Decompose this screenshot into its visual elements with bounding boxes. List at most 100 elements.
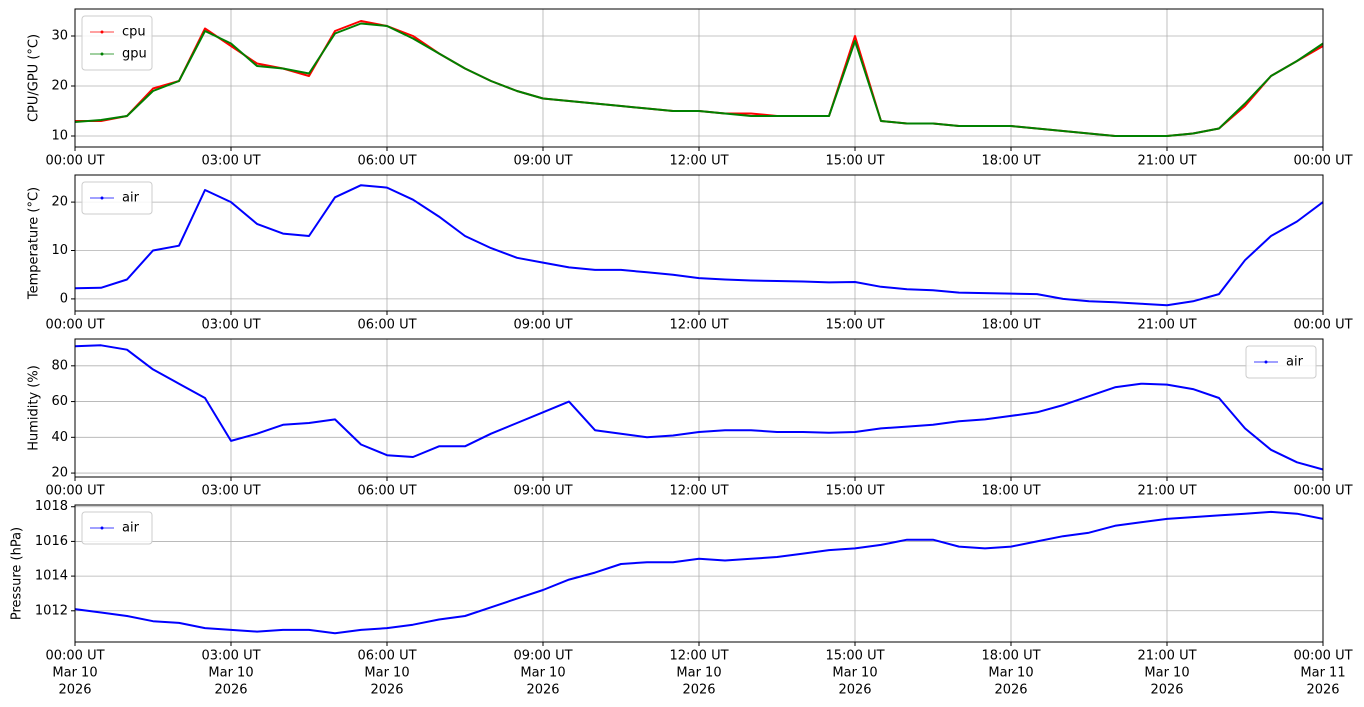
x-tick-label: 06:00 UT [357, 484, 416, 499]
legend-label: air [122, 191, 140, 206]
x-tick-label: 00:00 UT [1293, 318, 1352, 333]
legend: air [81, 181, 153, 215]
legend-marker [100, 30, 104, 34]
legend-box [81, 15, 153, 71]
x-tick-label: 06:00 UT [357, 649, 416, 664]
legend-marker [1264, 360, 1268, 364]
y-axis-label: Humidity (%) [27, 365, 42, 451]
x-tick-label: 18:00 UT [981, 649, 1040, 664]
x-tick-label: 2026 [838, 683, 871, 698]
series-line [74, 510, 1324, 635]
y-tick-label: 20 [51, 79, 68, 94]
x-tick-label: 18:00 UT [981, 484, 1040, 499]
y-tick-label: 1018 [35, 499, 68, 514]
y-tick-label: 10 [51, 129, 68, 144]
plot-frame [74, 174, 1324, 312]
x-tick-label: 00:00 UT [1293, 154, 1352, 169]
x-tick-label: 03:00 UT [201, 318, 260, 333]
x-tick-label: 03:00 UT [201, 154, 260, 169]
legend-marker [100, 526, 104, 530]
x-tick-label: 15:00 UT [825, 154, 884, 169]
x-tick-label: 06:00 UT [357, 318, 416, 333]
y-tick-label: 1016 [35, 534, 68, 549]
y-tick-label: 60 [51, 394, 68, 409]
series-line [74, 184, 1324, 307]
x-tick-label: 2026 [994, 683, 1027, 698]
x-tick-label: 21:00 UT [1137, 484, 1196, 499]
x-tick-label: 00:00 UT [45, 318, 104, 333]
x-tick-label: Mar 11 [1300, 666, 1345, 681]
x-tick-label: 09:00 UT [513, 318, 572, 333]
legend-box [1245, 345, 1317, 379]
x-tick-label: 09:00 UT [513, 484, 572, 499]
y-axis-label: Pressure (hPa) [10, 527, 25, 620]
x-tick-label: 12:00 UT [669, 649, 728, 664]
x-tick-label: Mar 10 [520, 666, 565, 681]
y-tick-label: 0 [60, 291, 68, 306]
x-tick-label: 00:00 UT [1293, 649, 1352, 664]
y-tick-label: 20 [51, 195, 68, 210]
x-tick-label: Mar 10 [364, 666, 409, 681]
x-tick-label: 15:00 UT [825, 649, 884, 664]
x-tick-label: Mar 10 [988, 666, 1033, 681]
x-tick-label: 00:00 UT [45, 154, 104, 169]
legend-marker [100, 196, 104, 200]
plot-frame [74, 504, 1324, 643]
x-tick-label: 09:00 UT [513, 649, 572, 664]
x-tick-label: 18:00 UT [981, 318, 1040, 333]
x-tick-label: 2026 [58, 683, 91, 698]
legend-label: cpu [122, 25, 146, 40]
y-tick-label: 10 [51, 243, 68, 258]
x-tick-label: 18:00 UT [981, 154, 1040, 169]
x-tick-label: 21:00 UT [1137, 318, 1196, 333]
y-tick-label: 80 [51, 358, 68, 373]
legend-label: air [1286, 355, 1304, 370]
y-tick-label: 1014 [35, 569, 68, 584]
x-tick-label: 2026 [1150, 683, 1183, 698]
y-tick-label: 20 [51, 466, 68, 481]
legend: air [1245, 345, 1317, 379]
x-tick-label: 21:00 UT [1137, 154, 1196, 169]
legend: cpu gpu [81, 15, 153, 71]
x-tick-label: Mar 10 [832, 666, 877, 681]
y-tick-label: 1012 [35, 603, 68, 618]
x-tick-label: 00:00 UT [1293, 484, 1352, 499]
x-tick-label: 15:00 UT [825, 318, 884, 333]
x-tick-label: 00:00 UT [45, 484, 104, 499]
x-tick-label: 09:00 UT [513, 154, 572, 169]
legend-box [81, 181, 153, 215]
series-line [74, 22, 1324, 137]
x-tick-label: Mar 10 [676, 666, 721, 681]
x-tick-label: Mar 10 [1144, 666, 1189, 681]
x-tick-label: 2026 [1306, 683, 1339, 698]
legend-marker [100, 52, 104, 56]
x-tick-label: 2026 [370, 683, 403, 698]
x-tick-label: Mar 10 [208, 666, 253, 681]
y-axis-label: Temperature (°C) [27, 187, 42, 300]
x-tick-label: 12:00 UT [669, 154, 728, 169]
x-tick-label: 12:00 UT [669, 484, 728, 499]
x-tick-label: 21:00 UT [1137, 649, 1196, 664]
legend: air [81, 511, 153, 545]
y-axis-label: CPU/GPU (°C) [27, 34, 42, 122]
y-tick-label: 30 [51, 29, 68, 44]
x-tick-label: 03:00 UT [201, 649, 260, 664]
legend-box [81, 511, 153, 545]
x-tick-label: 03:00 UT [201, 484, 260, 499]
legend-label: air [122, 521, 140, 536]
x-tick-label: 06:00 UT [357, 154, 416, 169]
x-tick-label: 2026 [682, 683, 715, 698]
x-tick-label: 00:00 UT [45, 649, 104, 664]
x-tick-label: 15:00 UT [825, 484, 884, 499]
plot-frame [74, 338, 1324, 478]
legend-label: gpu [122, 47, 147, 62]
y-tick-label: 40 [51, 430, 68, 445]
plot-frame [74, 8, 1324, 148]
x-tick-label: Mar 10 [52, 666, 97, 681]
x-tick-label: 2026 [526, 683, 559, 698]
x-tick-label: 12:00 UT [669, 318, 728, 333]
series-line [74, 344, 1324, 471]
x-tick-label: 2026 [214, 683, 247, 698]
